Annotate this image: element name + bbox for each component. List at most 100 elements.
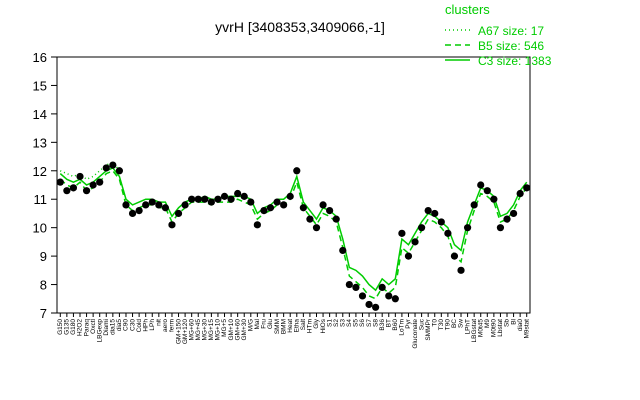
x-tick-label: GM+10 xyxy=(228,319,235,341)
legend-label: C3 size: 1383 xyxy=(478,54,552,68)
chart-title: yvrH [3408353,3409066,-1] xyxy=(215,19,385,35)
x-tick-label: B60 xyxy=(392,319,399,331)
y-tick-label: 14 xyxy=(33,107,47,122)
data-point xyxy=(490,195,498,203)
data-point xyxy=(148,198,156,206)
x-tick-label: B36 xyxy=(379,319,386,331)
y-tick-label: 8 xyxy=(40,278,47,293)
data-point xyxy=(345,280,353,289)
x-tick-label: Sb xyxy=(504,319,511,327)
x-tick-label: HiOs xyxy=(320,318,327,333)
y-tick-label: 15 xyxy=(33,78,47,93)
data-point xyxy=(444,229,452,237)
data-point xyxy=(503,215,511,223)
x-tick-label: aero xyxy=(162,319,169,332)
data-point xyxy=(260,207,268,215)
data-point xyxy=(365,300,373,309)
x-tick-label: MG+10 xyxy=(215,319,222,341)
x-tick-label: M9 xyxy=(484,319,491,328)
data-point xyxy=(109,161,117,169)
x-tick-label: MG+30 xyxy=(202,319,209,341)
data-point xyxy=(174,209,183,218)
data-point xyxy=(247,198,255,206)
data-point xyxy=(280,201,288,209)
data-point xyxy=(168,221,176,229)
data-point xyxy=(352,283,360,291)
data-point xyxy=(457,266,465,274)
data-point xyxy=(312,224,321,232)
x-tick-label: Oxctl xyxy=(90,318,97,333)
data-point xyxy=(135,207,143,215)
data-point xyxy=(214,195,222,203)
x-tick-label: GM+120 xyxy=(182,319,189,344)
x-tick-label: Cold xyxy=(136,319,143,333)
data-point xyxy=(273,198,281,206)
data-point xyxy=(82,187,91,195)
data-point xyxy=(266,204,275,212)
x-tick-label: Glu xyxy=(267,319,274,330)
x-tick-label: S4 xyxy=(346,319,353,327)
x-tick-label: MG+60 xyxy=(188,319,195,341)
data-point xyxy=(115,167,124,175)
x-tick-label: HTm xyxy=(307,319,314,333)
x-tick-label: Gluconate xyxy=(412,319,419,349)
data-point xyxy=(102,164,110,172)
data-point xyxy=(227,195,235,203)
data-point xyxy=(293,167,301,175)
data-point xyxy=(128,209,137,218)
data-point xyxy=(69,184,78,192)
x-tick-label: Fru xyxy=(261,319,268,329)
x-tick-label: GM+150 xyxy=(175,319,182,344)
y-tick-label: 11 xyxy=(34,192,48,207)
x-tick-label: H2O2 xyxy=(77,319,84,336)
y-tick-label: 9 xyxy=(40,249,47,264)
legend-label: A67 size: 17 xyxy=(478,24,544,38)
data-point xyxy=(319,201,327,209)
data-point xyxy=(424,207,432,215)
x-tick-label: Etha xyxy=(294,319,301,333)
data-point xyxy=(516,189,524,198)
x-tick-label: S6 xyxy=(359,319,366,327)
x-tick-label: M0t45 xyxy=(477,319,484,337)
x-tick-label: G150 xyxy=(57,319,64,335)
data-point xyxy=(358,292,367,300)
x-tick-label: G135 xyxy=(64,319,71,335)
x-tick-label: Salt xyxy=(300,319,307,330)
data-point xyxy=(372,303,380,311)
x-tick-label: S1 xyxy=(326,319,333,327)
x-tick-label: GM+60 xyxy=(234,319,241,341)
x-tick-label: MG+45 xyxy=(195,319,202,341)
x-tick-label: SMMPr xyxy=(425,318,432,341)
data-point xyxy=(161,204,169,212)
data-point xyxy=(463,224,472,232)
x-tick-label: Heat xyxy=(287,319,294,333)
x-tick-label: ferm xyxy=(169,319,176,332)
data-point xyxy=(339,246,347,255)
y-tick-label: 7 xyxy=(40,306,47,321)
x-tick-label: LPh xyxy=(149,319,156,331)
x-tick-label: LBGexp xyxy=(96,319,103,343)
x-tick-label: Lbstat xyxy=(497,319,504,337)
data-point xyxy=(286,192,294,200)
x-tick-label: Bl xyxy=(510,318,517,324)
x-tick-label: T90 xyxy=(445,319,452,331)
data-point xyxy=(332,215,340,223)
data-point xyxy=(122,201,130,209)
x-tick-label: MG+15 xyxy=(208,319,215,341)
data-point xyxy=(240,192,248,200)
x-tick-label: M/G xyxy=(248,319,255,331)
data-point xyxy=(96,178,104,186)
data-point xyxy=(89,181,97,189)
data-point xyxy=(299,204,307,212)
x-tick-label: G180 xyxy=(70,319,77,335)
data-point xyxy=(398,229,406,237)
data-point xyxy=(220,192,229,200)
data-point xyxy=(477,181,485,189)
x-tick-label: BMM xyxy=(280,319,287,334)
data-point xyxy=(450,252,459,260)
x-tick-label: C30 xyxy=(129,319,136,331)
x-tick-label: dia5 xyxy=(116,319,123,332)
x-tick-label: Mal xyxy=(254,318,261,329)
data-point xyxy=(326,207,334,215)
